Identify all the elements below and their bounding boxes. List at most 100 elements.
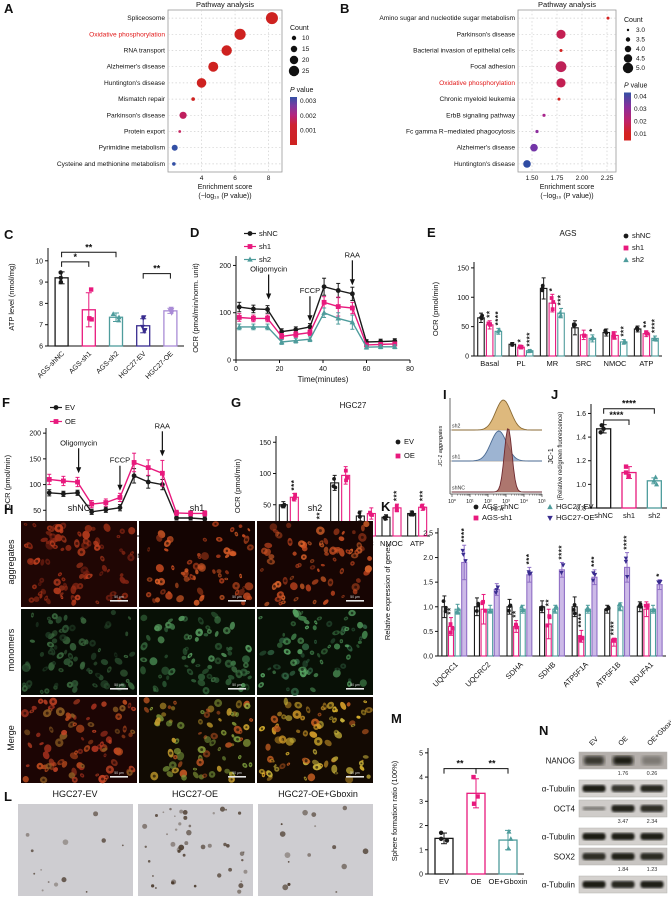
svg-text:50 μm: 50 μm [350,595,360,599]
svg-text:UQCRC2: UQCRC2 [464,660,493,689]
svg-text:3.5: 3.5 [636,37,645,44]
svg-text:200: 200 [219,263,231,270]
svg-text:SRC: SRC [576,359,592,368]
svg-text:sh2: sh2 [632,255,644,264]
svg-text:**: ** [488,759,496,769]
svg-text:****: **** [622,399,637,409]
svg-text:*: * [588,328,597,332]
svg-text:***: *** [557,294,566,305]
h-image-aggregates-sh1: 50 μm [139,521,255,607]
l-image-hgc27-oe [138,804,253,896]
svg-text:HGC27-OE: HGC27-OE [145,350,175,380]
panel-i-flow-histograms: sh2 sh1 shNC 10⁰ 10¹ 10² 10³ 10⁴ 10⁵ PE-A JC-1 agg… [438,398,546,513]
h-image-merge-sh1: 50 μm [139,697,255,783]
svg-text:Bacterial invasion of epitheli: Bacterial invasion of epithelial cells [413,48,516,55]
svg-text:(−log₁₀ (P value)): (−log₁₀ (P value)) [540,193,593,200]
svg-text:7: 7 [39,322,43,329]
l-col-ev: HGC27-EV [52,789,98,799]
svg-text:****: **** [525,332,534,347]
svg-text:Sphere formation ratio (100%): Sphere formation ratio (100%) [390,760,399,861]
svg-text:***: *** [525,553,534,564]
svg-text:50 μm: 50 μm [114,683,124,687]
svg-text:SDHB: SDHB [536,660,557,681]
h-image-monomers-shnc: 50 μm [21,609,137,695]
svg-text:Oligomycin: Oligomycin [250,264,287,273]
svg-text:AGS-sh1: AGS-sh1 [482,513,512,522]
l-col-gboxin: HGC27-OE+Gboxin [278,789,358,799]
svg-text:0.02: 0.02 [634,118,647,125]
svg-text:ATP5F1A: ATP5F1A [561,660,590,689]
svg-text:0.002: 0.002 [300,113,317,120]
svg-text:6: 6 [39,344,43,351]
panel-label-k: K [381,499,391,514]
h-image-merge-sh2: 50 μm [257,697,373,784]
svg-text:2.5: 2.5 [423,530,433,537]
svg-text:10⁵: 10⁵ [538,499,546,505]
svg-text:sh2: sh2 [452,424,460,430]
svg-text:FCCP: FCCP [300,286,320,295]
svg-text:0.03: 0.03 [634,106,647,113]
svg-text:OE: OE [471,877,482,886]
svg-text:1.6: 1.6 [576,411,586,418]
panel-label-f: F [2,395,10,410]
svg-text:EV: EV [588,736,600,748]
h-col-sh1: sh1 [189,503,205,513]
svg-text:****: **** [460,527,469,542]
svg-text:Alzheimer's disease: Alzheimer's disease [457,145,516,152]
l-col-oe: HGC27-OE [171,789,218,799]
l-image-hgc27-oe-gboxin [258,804,373,896]
svg-text:**: ** [447,607,456,615]
svg-text:2.0: 2.0 [423,555,433,562]
svg-text:ATP5F1B: ATP5F1B [594,660,623,689]
panel-label-b: B [340,1,350,16]
svg-text:*: * [655,573,664,577]
svg-text:*: * [548,287,557,291]
svg-text:SDHA: SDHA [504,660,525,681]
svg-text:OE: OE [617,735,629,747]
svg-text:OE: OE [65,417,76,426]
svg-text:4: 4 [200,175,204,182]
svg-text:1: 1 [419,847,423,854]
svg-text:Pathway analysis: Pathway analysis [196,0,254,9]
svg-text:1.2: 1.2 [576,458,586,465]
svg-text:FCCP: FCCP [110,456,130,465]
svg-text:100: 100 [219,310,231,317]
svg-text:100: 100 [259,471,271,478]
svg-text:Count: Count [290,25,309,32]
svg-text:1.76: 1.76 [618,771,629,777]
svg-text:****: **** [577,613,586,628]
panel-label-j: J [551,387,559,402]
svg-text:10²: 10² [484,499,492,505]
svg-text:ATP level (nmol/mg): ATP level (nmol/mg) [7,263,16,331]
h-image-merge-shnc: 50 μm [20,697,137,784]
svg-text:***: *** [418,490,427,501]
svg-text:sh1: sh1 [623,511,635,520]
svg-text:****: **** [609,620,618,635]
svg-text:AGS-shNC: AGS-shNC [37,350,66,379]
h-row-monomers: monomers [6,628,16,672]
svg-text:Basal: Basal [480,359,499,368]
svg-text:****: **** [609,410,624,420]
svg-text:sh2: sh2 [648,511,660,520]
svg-text:***: *** [393,490,402,501]
svg-text:Alzheimer's disease: Alzheimer's disease [107,64,166,71]
svg-text:Parkinson's disease: Parkinson's disease [107,112,166,119]
svg-text:shNC: shNC [632,231,651,240]
svg-text:*: * [73,252,77,262]
svg-text:**: ** [153,264,161,274]
svg-text:50 μm: 50 μm [350,771,360,775]
panel-label-m: M [391,711,402,726]
panel-label-g: G [231,395,242,410]
svg-text:150: 150 [29,456,41,463]
svg-text:**: ** [85,242,93,252]
svg-text:****: **** [494,311,503,326]
svg-text:50 μm: 50 μm [232,771,242,775]
svg-text:HGC27-OE: HGC27-OE [556,513,594,522]
panel-label-a: A [4,1,14,16]
svg-text:1.50: 1.50 [526,175,539,182]
svg-text:Oligomycin: Oligomycin [60,438,97,447]
svg-text:20: 20 [302,57,310,64]
